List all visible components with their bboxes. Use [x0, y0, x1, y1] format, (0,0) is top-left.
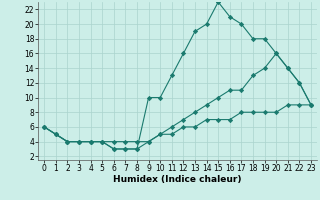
X-axis label: Humidex (Indice chaleur): Humidex (Indice chaleur)	[113, 175, 242, 184]
